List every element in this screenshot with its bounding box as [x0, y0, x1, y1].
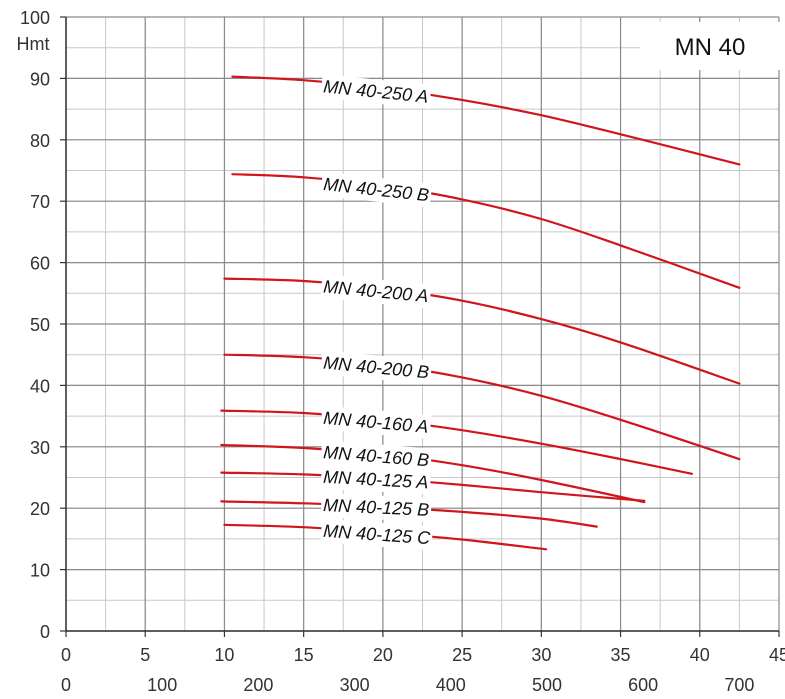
series-label-bg — [320, 350, 433, 385]
series-label-bg — [320, 74, 432, 109]
x2-tick-label: 500 — [532, 675, 562, 695]
x2-tick-label: 300 — [340, 675, 370, 695]
x2-tick-label: 200 — [243, 675, 273, 695]
x-tick-label: 45 — [769, 645, 785, 665]
series-label-bg — [320, 440, 433, 473]
x-tick-label: 15 — [294, 645, 314, 665]
series-line — [231, 75, 741, 166]
x-tick-label: 10 — [214, 645, 234, 665]
x2-tick-labels: 0 100 200 300 400 500 600 700 — [61, 675, 754, 695]
x-tick-label: 5 — [140, 645, 150, 665]
x-tick-labels: 0 5 10 15 20 25 30 35 40 45 — [61, 631, 785, 665]
x2-tick-label: 0 — [61, 675, 71, 695]
y-tick-label: 20 — [30, 499, 50, 519]
y-tick-label: 50 — [30, 315, 50, 335]
x2-tick-label: 700 — [724, 675, 754, 695]
series-line — [223, 277, 741, 385]
series-label-bg — [320, 405, 432, 439]
series-label-bg — [320, 464, 432, 495]
y-tick-label: 80 — [30, 131, 50, 151]
title-box — [640, 22, 780, 70]
series-line — [223, 353, 741, 461]
x-tick-label: 20 — [373, 645, 393, 665]
series-lines — [220, 75, 741, 551]
series-label: MN 40-125 B — [323, 495, 430, 520]
series-label: MN 40-125 C — [323, 521, 432, 548]
y-tick-label: 90 — [30, 69, 50, 89]
y-tick-label: 10 — [30, 561, 50, 581]
series-label-bg — [320, 518, 433, 551]
chart-title: MN 40 — [675, 34, 746, 61]
series-label-bg — [320, 171, 433, 208]
y-tick-label: 40 — [30, 376, 50, 396]
y-tick-label: 60 — [30, 254, 50, 274]
x2-tick-label: 100 — [147, 675, 177, 695]
x-tick-label: 25 — [452, 645, 472, 665]
x2-tick-label: 600 — [628, 675, 658, 695]
x-tick-label: 35 — [611, 645, 631, 665]
y-tick-label: 0 — [40, 622, 50, 642]
x-tick-label: 40 — [690, 645, 710, 665]
y-tick-label: 100 — [20, 8, 50, 28]
y-tick-label: 70 — [30, 192, 50, 212]
x-tick-label: 0 — [61, 645, 71, 665]
y-tick-labels: 0 10 20 30 40 50 60 70 80 90 100 — [20, 8, 66, 642]
x-tick-label: 30 — [531, 645, 551, 665]
series-label-bg — [320, 274, 432, 309]
series-label-bg — [320, 492, 432, 522]
y-tick-label: 30 — [30, 438, 50, 458]
x2-tick-label: 400 — [436, 675, 466, 695]
series-line — [220, 409, 693, 475]
series-line — [231, 173, 741, 289]
series-labels: MN 40-250 AMN 40-250 BMN 40-200 AMN 40-2… — [320, 74, 433, 551]
y-axis-label: Hmt — [17, 34, 50, 54]
